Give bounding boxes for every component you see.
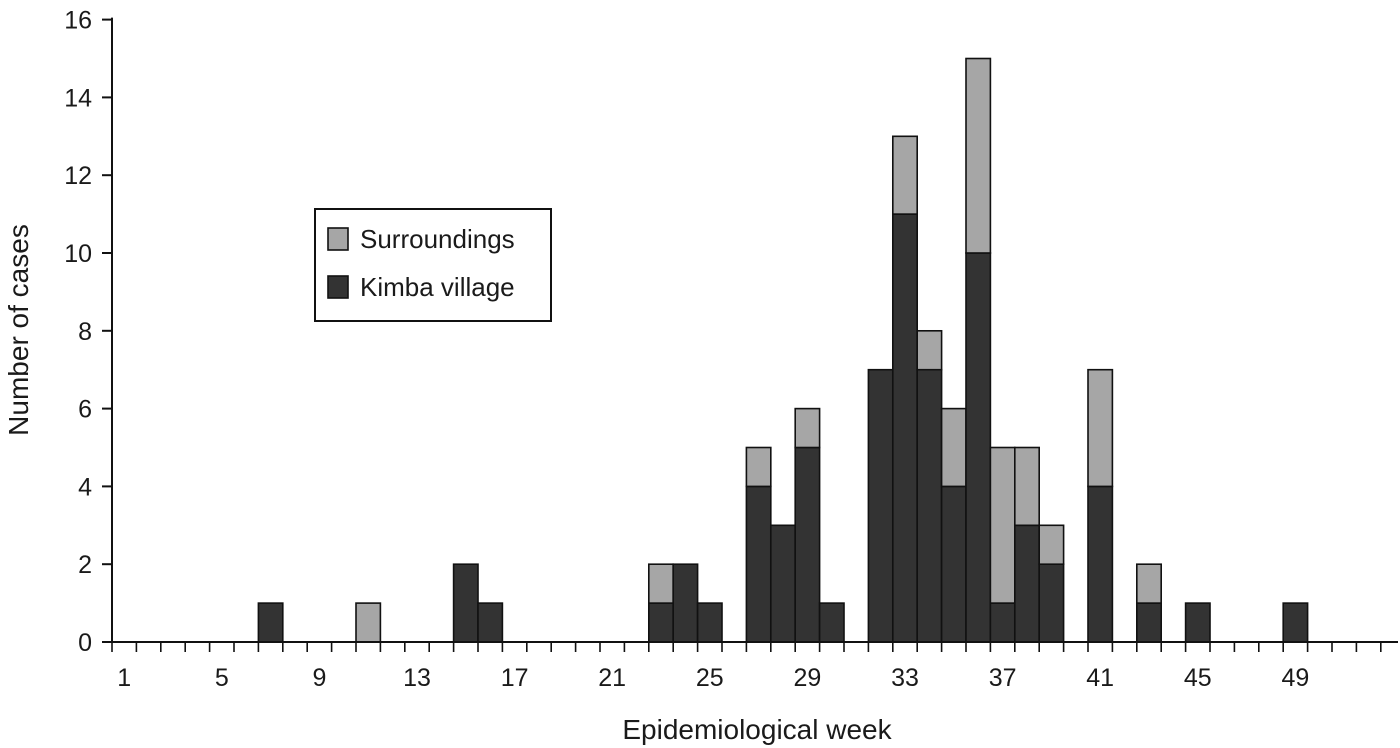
bar-kimba-village-week-29: [794, 446, 821, 643]
y-axis-title: Number of cases: [3, 224, 34, 436]
bars-group: [257, 57, 1309, 643]
x-axis-title: Epidemiological week: [622, 714, 892, 745]
bar-surroundings-week-36: [965, 57, 992, 254]
bar-kimba-village-week-39: [1038, 563, 1065, 643]
bar-kimba-village-week-43: [1136, 602, 1163, 643]
x-tick-label: 9: [312, 664, 326, 692]
x-tick-label: 25: [696, 664, 724, 692]
legend-swatch-kimba-village: [327, 275, 349, 299]
bar-kimba-village-week-35: [940, 485, 967, 643]
y-tick-label: 12: [64, 162, 92, 190]
legend-swatch-surroundings: [327, 227, 349, 251]
y-tick-label: 10: [64, 240, 92, 268]
bar-surroundings-week-35: [940, 407, 967, 488]
x-tick-label: 37: [989, 664, 1017, 692]
y-tick-label: 0: [78, 629, 92, 657]
bar-kimba-village-week-38: [1013, 524, 1040, 643]
bar-kimba-village-week-41: [1087, 485, 1114, 643]
y-tick-label: 2: [78, 551, 92, 579]
bar-surroundings-week-38: [1013, 446, 1040, 527]
bar-surroundings-week-34: [916, 329, 943, 371]
bar-kimba-village-week-25: [696, 602, 723, 643]
y-tick-label: 14: [64, 84, 92, 112]
legend-box: [314, 208, 552, 322]
y-tick-label: 16: [64, 7, 92, 35]
bar-kimba-village-week-28: [769, 524, 796, 643]
bar-kimba-village-week-27: [745, 485, 772, 643]
x-tick-label: 41: [1086, 664, 1114, 692]
bar-surroundings-week-33: [891, 135, 918, 215]
bar-surroundings-week-39: [1038, 524, 1065, 565]
legend-label-kimba-village: Kimba village: [360, 272, 515, 302]
bar-surroundings-week-37: [989, 446, 1016, 604]
bar-surroundings-week-43: [1136, 563, 1163, 604]
x-tick-label: 33: [891, 664, 919, 692]
bar-kimba-village-week-32: [867, 368, 894, 643]
x-tick-label: 45: [1184, 664, 1212, 692]
bar-kimba-village-week-15: [452, 563, 479, 643]
axes-group: 0 2 4 6 8 10 12 14 16 1 5 9 13 17 21 25 29 33 37 41 45 49: [64, 7, 1398, 692]
bar-kimba-village-week-37: [989, 602, 1016, 643]
bar-surroundings-week-27: [745, 446, 772, 488]
legend-label-surroundings: Surroundings: [360, 224, 515, 254]
x-tick-label: 1: [117, 664, 131, 692]
bar-kimba-village-week-24: [672, 563, 699, 643]
y-tick-label: 8: [78, 318, 92, 346]
bar-kimba-village-week-16: [477, 602, 504, 643]
y-tick-label: 4: [78, 473, 92, 501]
x-tick-label: 29: [793, 664, 821, 692]
bar-kimba-village-week-45: [1184, 602, 1211, 643]
bar-kimba-village-week-30: [818, 602, 845, 643]
bar-kimba-village-week-34: [916, 368, 943, 643]
bar-kimba-village-week-7: [257, 602, 284, 643]
x-tick-label: 5: [215, 664, 229, 692]
legend: Surroundings Kimba village: [314, 208, 552, 322]
bar-surroundings-week-11: [355, 602, 382, 643]
bar-surroundings-week-29: [794, 407, 821, 449]
bar-kimba-village-week-23: [647, 602, 674, 643]
x-tick-label: 13: [403, 664, 431, 692]
y-tick-label: 6: [78, 396, 92, 424]
bar-kimba-village-week-49: [1282, 602, 1309, 643]
bar-kimba-village-week-33: [891, 213, 918, 643]
bar-surroundings-week-23: [647, 563, 674, 604]
x-tick-label: 21: [598, 664, 626, 692]
bar-kimba-village-week-36: [965, 252, 992, 643]
x-tick-label: 17: [501, 664, 529, 692]
x-tick-label: 49: [1281, 664, 1309, 692]
bar-surroundings-week-41: [1087, 368, 1114, 488]
